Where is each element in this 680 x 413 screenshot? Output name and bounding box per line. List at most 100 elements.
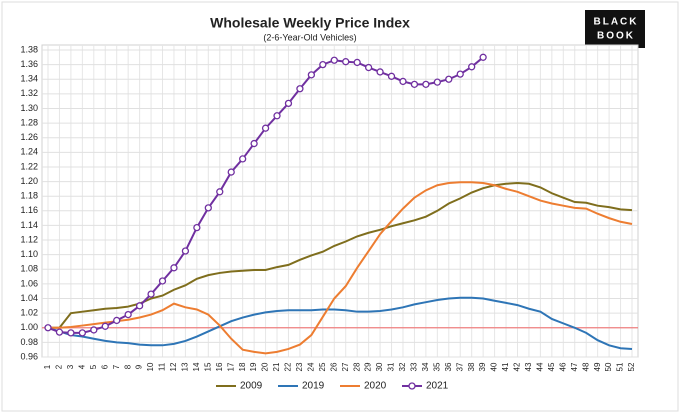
x-tick-label: 31 <box>387 362 396 371</box>
x-tick-label: 13 <box>181 362 190 371</box>
data-point <box>239 155 247 163</box>
data-point <box>67 329 75 337</box>
data-point <box>135 302 144 310</box>
x-tick-label: 50 <box>604 362 613 371</box>
y-tick-label: 1.00 <box>20 322 38 332</box>
y-tick-label: 1.38 <box>20 44 38 54</box>
y-tick-label: 1.06 <box>20 278 38 288</box>
y-tick-label: 1.14 <box>20 220 38 230</box>
x-tick-label: 41 <box>501 362 510 371</box>
legend-label: 2009 <box>240 381 263 392</box>
x-tick-label: 26 <box>329 362 338 371</box>
data-point <box>422 80 430 89</box>
data-point <box>445 75 453 83</box>
y-tick-label: 1.36 <box>20 59 38 69</box>
chart-title: Wholesale Weekly Price Index <box>210 15 410 31</box>
y-tick-label: 1.26 <box>20 132 38 142</box>
x-tick-label: 15 <box>203 362 212 371</box>
y-tick-label: 1.34 <box>20 74 38 84</box>
data-point <box>55 328 64 336</box>
data-point <box>158 277 167 285</box>
x-tick-label: 45 <box>547 362 556 371</box>
data-point <box>78 329 87 337</box>
x-tick-label: 34 <box>421 362 430 371</box>
x-tick-label: 23 <box>295 362 304 371</box>
data-point <box>44 324 52 332</box>
y-tick-label: 0.96 <box>20 351 38 361</box>
x-tick-label: 16 <box>215 362 224 371</box>
series-line <box>48 181 633 355</box>
x-tick-label: 10 <box>146 362 155 371</box>
data-point <box>342 58 350 66</box>
data-point <box>307 71 316 79</box>
data-point <box>113 316 121 325</box>
x-tick-label: 12 <box>169 362 178 371</box>
x-tick-label: 36 <box>444 362 453 371</box>
data-point <box>410 80 419 89</box>
logo-text: BLACK <box>594 17 639 28</box>
x-tick-label: 18 <box>238 362 247 371</box>
legend-marker <box>408 382 416 390</box>
data-point <box>353 58 361 67</box>
data-point <box>101 322 109 330</box>
y-tick-label: 1.12 <box>20 234 38 244</box>
logo-text: BOOK <box>597 31 635 42</box>
data-point <box>90 326 98 334</box>
x-tick-label: 46 <box>558 362 567 371</box>
data-point <box>479 53 487 61</box>
y-tick-label: 1.24 <box>20 147 38 157</box>
y-tick-label: 1.10 <box>20 249 38 259</box>
data-point <box>147 290 155 298</box>
y-tick-label: 1.18 <box>20 191 38 201</box>
data-point <box>433 78 441 86</box>
x-tick-label: 35 <box>432 362 441 371</box>
x-tick-label: 48 <box>581 362 590 371</box>
x-tick-label: 9 <box>135 364 144 369</box>
x-tick-label: 14 <box>192 362 201 371</box>
data-point <box>376 68 384 76</box>
y-tick-label: 0.98 <box>20 337 38 347</box>
x-tick-label: 42 <box>513 362 522 371</box>
data-point <box>250 139 258 148</box>
data-point <box>399 77 407 86</box>
x-tick-label: 21 <box>272 362 281 371</box>
data-point <box>124 310 132 319</box>
x-tick-label: 20 <box>261 362 270 371</box>
y-tick-label: 1.20 <box>20 176 38 186</box>
data-point <box>387 72 396 80</box>
data-point <box>204 204 212 212</box>
x-tick-label: 1 <box>43 364 52 369</box>
data-point <box>296 85 304 93</box>
x-tick-label: 44 <box>536 362 545 371</box>
y-tick-label: 1.04 <box>20 293 38 303</box>
x-tick-label: 28 <box>352 362 361 371</box>
x-tick-label: 22 <box>284 362 293 371</box>
x-tick-label: 27 <box>341 362 350 371</box>
x-tick-label: 17 <box>226 362 235 371</box>
data-point <box>319 60 327 69</box>
y-tick-label: 1.28 <box>20 117 38 127</box>
legend-label: 2019 <box>302 381 325 392</box>
x-tick-label: 33 <box>410 362 419 371</box>
x-tick-label: 39 <box>478 362 487 371</box>
logo-box <box>585 10 645 48</box>
x-tick-label: 19 <box>249 362 258 371</box>
data-point <box>216 188 224 196</box>
data-point <box>330 56 338 64</box>
x-tick-label: 11 <box>158 362 167 371</box>
series-line <box>47 296 633 350</box>
x-tick-label: 24 <box>306 362 315 371</box>
y-tick-label: 1.30 <box>20 103 38 113</box>
x-tick-label: 30 <box>375 362 384 371</box>
y-tick-label: 1.16 <box>20 205 38 215</box>
x-tick-label: 49 <box>593 362 602 371</box>
x-tick-label: 4 <box>77 364 86 369</box>
x-tick-label: 5 <box>89 364 98 369</box>
x-tick-label: 25 <box>318 362 327 371</box>
data-point <box>273 112 281 120</box>
x-tick-label: 6 <box>100 364 109 369</box>
x-tick-label: 3 <box>66 364 75 369</box>
y-tick-label: 1.32 <box>20 88 38 98</box>
data-point <box>284 99 293 108</box>
